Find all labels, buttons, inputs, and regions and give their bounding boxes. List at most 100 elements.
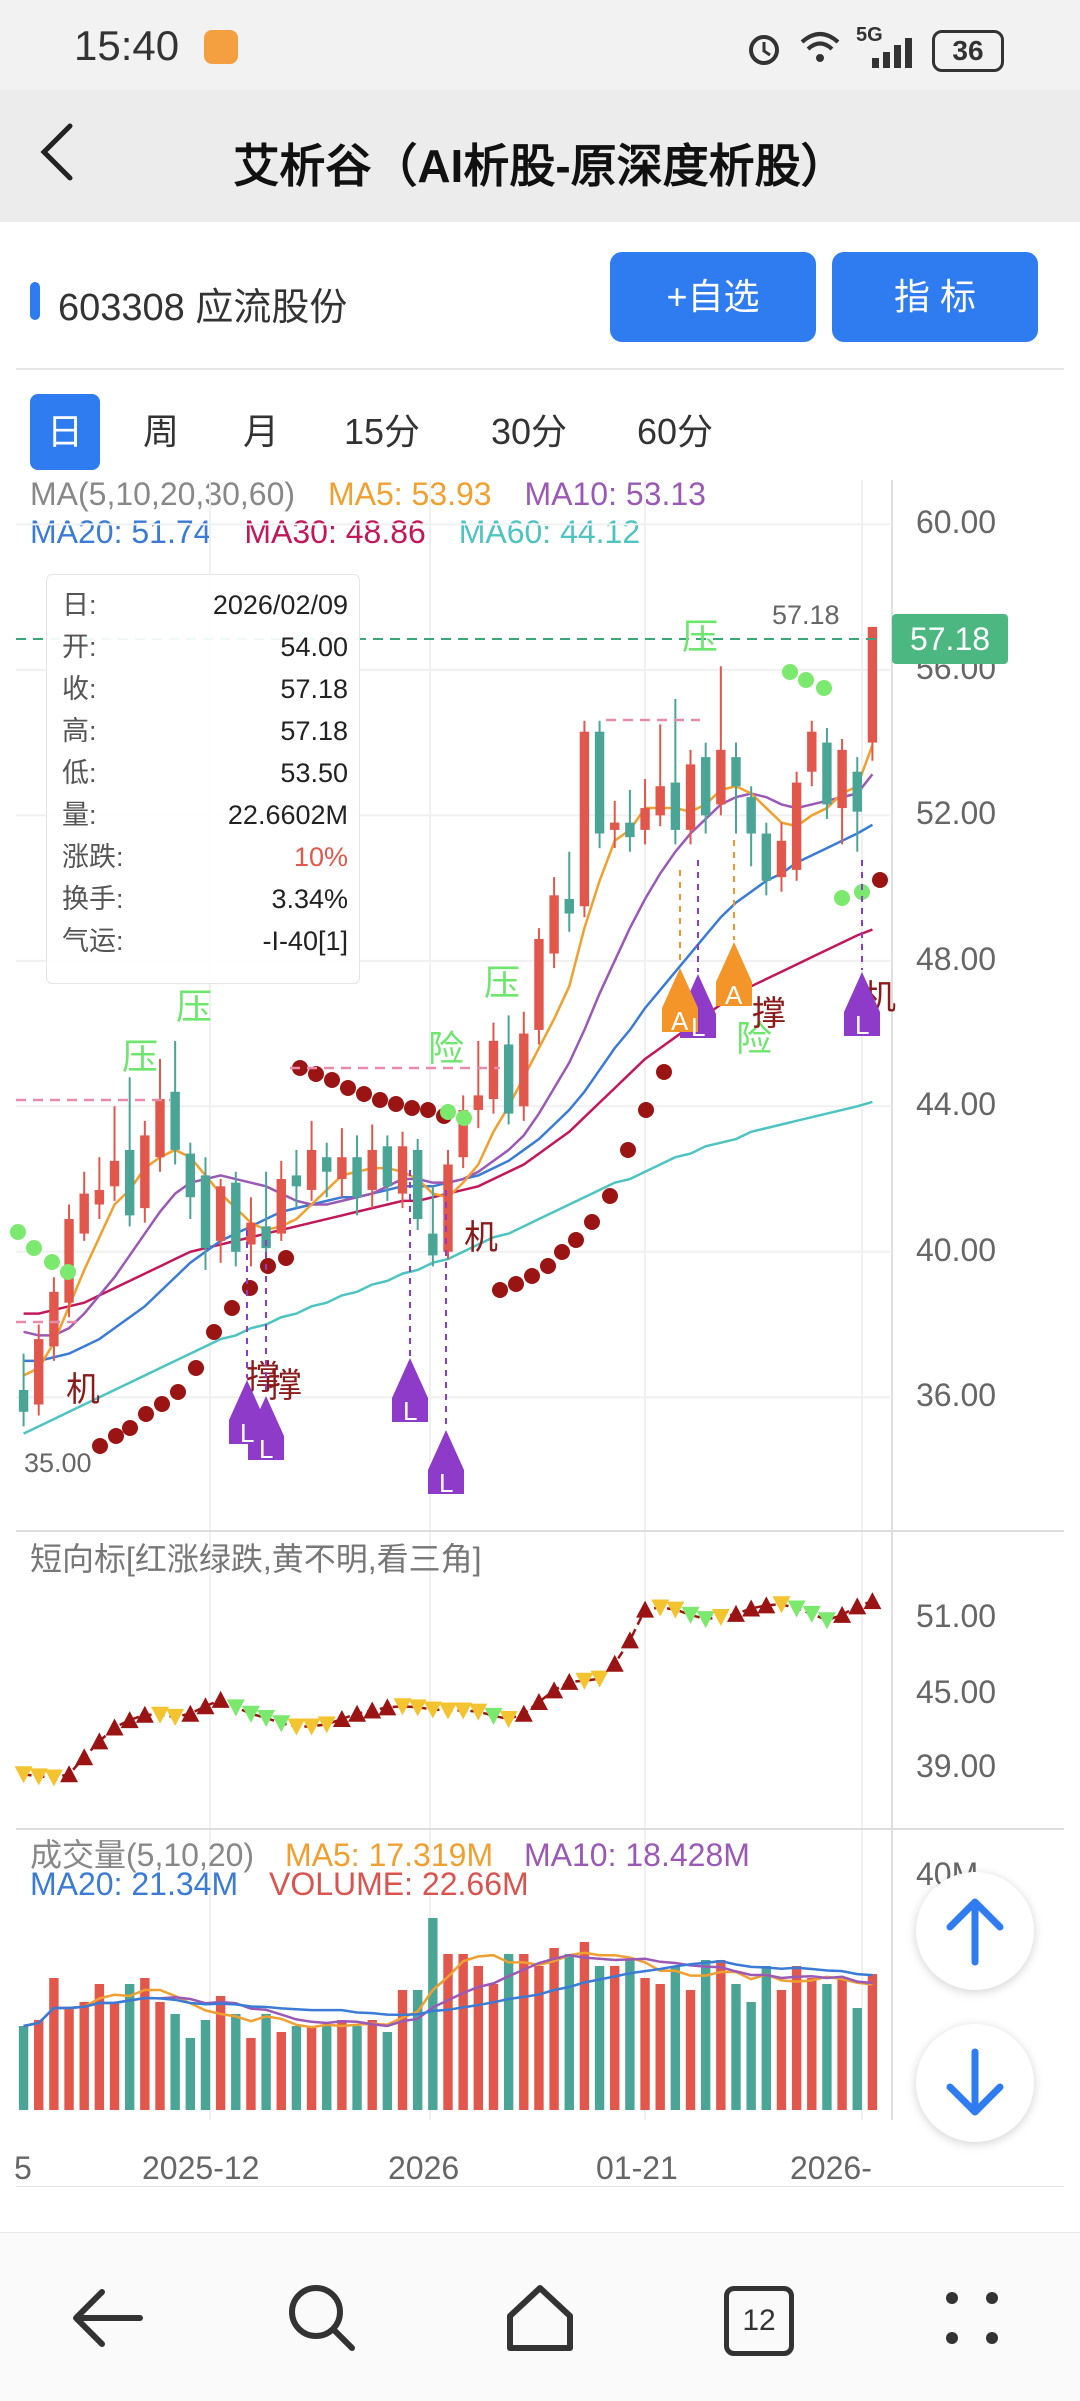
signal-dot <box>372 1092 388 1108</box>
signal-dot <box>508 1276 524 1292</box>
tooltip-row: 高: 57.18 <box>62 710 348 752</box>
tooltip-row: 涨跌: 10% <box>62 836 348 878</box>
volume-bar <box>276 2032 286 2110</box>
candle <box>94 1189 105 1205</box>
short-indicator-triangle <box>802 1605 821 1623</box>
candle <box>291 1175 302 1187</box>
candle <box>473 1095 484 1110</box>
nav-home-icon[interactable] <box>490 2268 590 2368</box>
volume-bar <box>352 2026 362 2110</box>
short-indicator-triangle <box>211 1690 230 1708</box>
volume-bar <box>170 2014 180 2110</box>
tab-week[interactable]: 周 <box>142 411 179 452</box>
candle <box>215 1186 226 1241</box>
signal-dot <box>620 1142 636 1158</box>
candle <box>822 742 832 805</box>
l-marker-text: L <box>439 1468 454 1498</box>
vol-ma5-label: MA5: 17.319M <box>284 1837 494 1873</box>
nav-menu-icon[interactable] <box>922 2268 1022 2368</box>
back-arrow-icon[interactable] <box>36 120 80 184</box>
tab-15min[interactable]: 15分 <box>343 411 421 452</box>
signal-dot <box>602 1188 618 1204</box>
kline-chart[interactable] <box>0 0 1080 2230</box>
short-indicator-triangle <box>484 1707 503 1725</box>
ma60-label: MA60: 44.12 <box>458 514 641 550</box>
signal-dot <box>340 1080 356 1096</box>
short-indicator-triangle <box>363 1701 382 1719</box>
signal-risk: 险 <box>428 1028 465 1069</box>
volume-bar <box>155 2002 165 2110</box>
add-watchlist-button[interactable]: +自选 <box>610 252 816 342</box>
candle <box>716 749 726 805</box>
scroll-up-button[interactable] <box>916 1872 1034 1990</box>
x-axis-label: 01-21 <box>596 2150 678 2186</box>
candle <box>79 1193 89 1234</box>
tooltip-row: 气运: -I-40[1] <box>62 920 348 962</box>
tooltip-label: 换手: <box>62 884 124 914</box>
signal-dot <box>404 1100 420 1116</box>
arrow-up-icon <box>946 1898 1004 1966</box>
tab-30min[interactable]: 30分 <box>490 411 568 452</box>
volume-bar <box>291 2026 302 2110</box>
tab-day[interactable]: 日 <box>30 394 100 470</box>
volume-bar <box>94 1984 105 2110</box>
candle <box>231 1182 241 1252</box>
tooltip-value: 57.18 <box>280 716 348 746</box>
nav-search-icon[interactable] <box>272 2268 372 2368</box>
price-axis-label: 60.00 <box>916 504 997 541</box>
signal-dot <box>656 1064 672 1080</box>
signal-chance: 机 <box>464 1219 498 1257</box>
volume-bar <box>200 2020 211 2110</box>
candle <box>428 1233 438 1256</box>
tab-month[interactable]: 月 <box>242 411 279 452</box>
indicator-button[interactable]: 指 标 <box>832 252 1038 342</box>
short-indicator-triangle <box>393 1698 412 1716</box>
short-indicator-triangle <box>848 1597 867 1615</box>
x-axis-label: 5 <box>14 2150 32 2186</box>
volume-bar <box>685 1990 696 2110</box>
short-indicator-triangle <box>14 1766 33 1784</box>
short-indicator-triangle <box>711 1609 730 1626</box>
volume-bar <box>458 1954 468 2110</box>
l-marker-text: L <box>259 1434 274 1464</box>
signal-dot <box>138 1406 154 1422</box>
candle <box>837 749 847 809</box>
candle <box>18 1389 29 1412</box>
scroll-down-button[interactable] <box>916 2024 1034 2142</box>
volume-title: 成交量(5,10,20) <box>30 1837 255 1873</box>
stock-label: 603308 应流股份 <box>58 287 348 329</box>
candle <box>337 1157 347 1180</box>
volume-bar <box>761 1966 772 2110</box>
short-indicator-triangle <box>44 1769 63 1787</box>
volume-bar <box>700 1960 711 2110</box>
candle <box>852 771 862 812</box>
volume-bar <box>503 1954 514 2110</box>
volume-bar <box>822 1984 832 2110</box>
short-indicator-triangle <box>742 1599 761 1617</box>
signal-press: 压 <box>484 962 521 1003</box>
volume-bar <box>519 1954 529 2110</box>
candle <box>382 1146 393 1187</box>
ma10-label: MA10: 53.13 <box>524 476 706 512</box>
price-axis-label: 48.00 <box>916 940 997 977</box>
signal-dot <box>456 1110 472 1126</box>
short-indicator-triangle <box>151 1706 169 1724</box>
candle <box>488 1040 499 1100</box>
l-marker-text: L <box>691 1012 706 1042</box>
volume-bar <box>215 1996 226 2110</box>
signal-dot <box>798 672 814 688</box>
short-indicator-triangle <box>757 1596 776 1614</box>
signal-dot <box>170 1384 186 1400</box>
short-indicator-triangle <box>135 1705 154 1723</box>
volume-bar <box>79 2002 89 2110</box>
signal-dot <box>224 1300 240 1316</box>
a-marker-text: A <box>671 1006 689 1036</box>
tooltip-row: 低: 53.50 <box>62 752 348 794</box>
tab-60min[interactable]: 60分 <box>636 411 714 452</box>
candle <box>261 1226 271 1249</box>
volume-bar <box>837 1978 847 2110</box>
short-indicator-triangle <box>651 1599 670 1617</box>
signal-dot <box>524 1268 540 1284</box>
nav-back-icon[interactable] <box>58 2268 158 2368</box>
nav-tabs-button[interactable]: 12 <box>724 2286 794 2356</box>
